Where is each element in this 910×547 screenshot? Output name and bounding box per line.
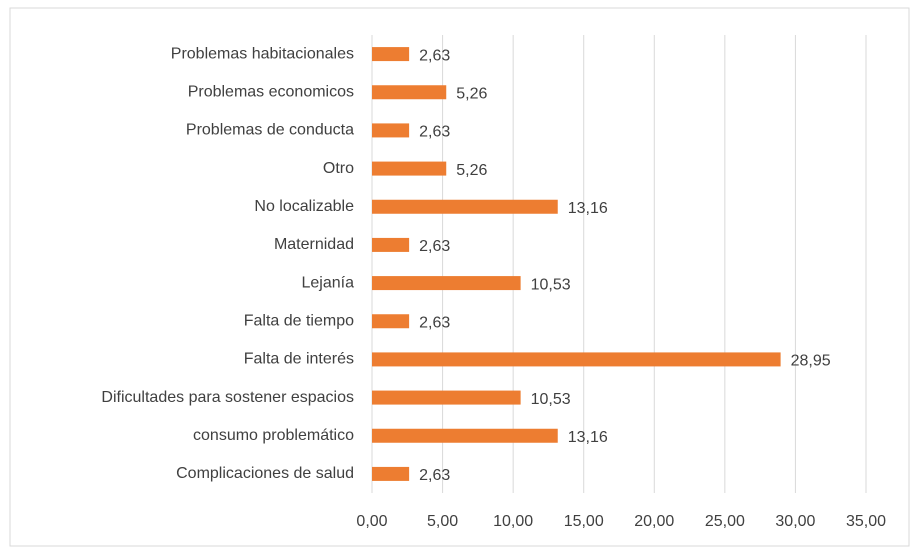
bar bbox=[372, 123, 410, 138]
bar bbox=[372, 314, 410, 329]
bar bbox=[372, 352, 781, 367]
data-label: 2,63 bbox=[419, 238, 450, 255]
data-label: 13,16 bbox=[568, 200, 608, 217]
x-tick-label: 15,00 bbox=[564, 513, 604, 530]
bar bbox=[372, 85, 447, 100]
x-tick-label: 10,00 bbox=[493, 513, 533, 530]
data-label: 5,26 bbox=[456, 85, 487, 102]
x-tick-label: 25,00 bbox=[705, 513, 745, 530]
x-tick-label: 30,00 bbox=[775, 513, 815, 530]
y-tick-label: Problemas de conducta bbox=[186, 122, 354, 139]
y-tick-label: Otro bbox=[323, 160, 354, 177]
data-label: 10,53 bbox=[531, 276, 571, 293]
bar bbox=[372, 276, 521, 291]
data-label: 2,63 bbox=[419, 314, 450, 331]
y-tick-label: Problemas economicos bbox=[188, 83, 354, 100]
data-label: 13,16 bbox=[568, 429, 608, 446]
data-label: 28,95 bbox=[791, 353, 831, 370]
bar bbox=[372, 237, 410, 252]
bar bbox=[372, 47, 410, 62]
y-tick-label: Falta de tiempo bbox=[244, 312, 354, 329]
data-label: 2,63 bbox=[419, 47, 450, 64]
bar bbox=[372, 199, 558, 214]
y-tick-label: Falta de interés bbox=[244, 351, 354, 368]
x-tick-label: 35,00 bbox=[846, 513, 886, 530]
x-tick-label: 0,00 bbox=[356, 513, 387, 530]
bar bbox=[372, 466, 410, 481]
data-label: 10,53 bbox=[531, 391, 571, 408]
y-tick-label: consumo problemático bbox=[193, 427, 354, 444]
x-tick-label: 20,00 bbox=[634, 513, 674, 530]
y-tick-label: Complicaciones de salud bbox=[176, 465, 354, 482]
data-label: 2,63 bbox=[419, 124, 450, 141]
y-tick-label: Dificultades para sostener espacios bbox=[101, 389, 354, 406]
x-tick-label: 5,00 bbox=[427, 513, 458, 530]
data-label: 2,63 bbox=[419, 467, 450, 484]
bar bbox=[372, 428, 558, 443]
data-label: 5,26 bbox=[456, 162, 487, 179]
y-tick-label: No localizable bbox=[254, 198, 354, 215]
y-tick-label: Problemas habitacionales bbox=[171, 45, 354, 62]
bar bbox=[372, 390, 521, 405]
y-tick-label: Maternidad bbox=[274, 236, 354, 253]
y-tick-label: Lejanía bbox=[302, 274, 355, 291]
bar bbox=[372, 161, 447, 176]
